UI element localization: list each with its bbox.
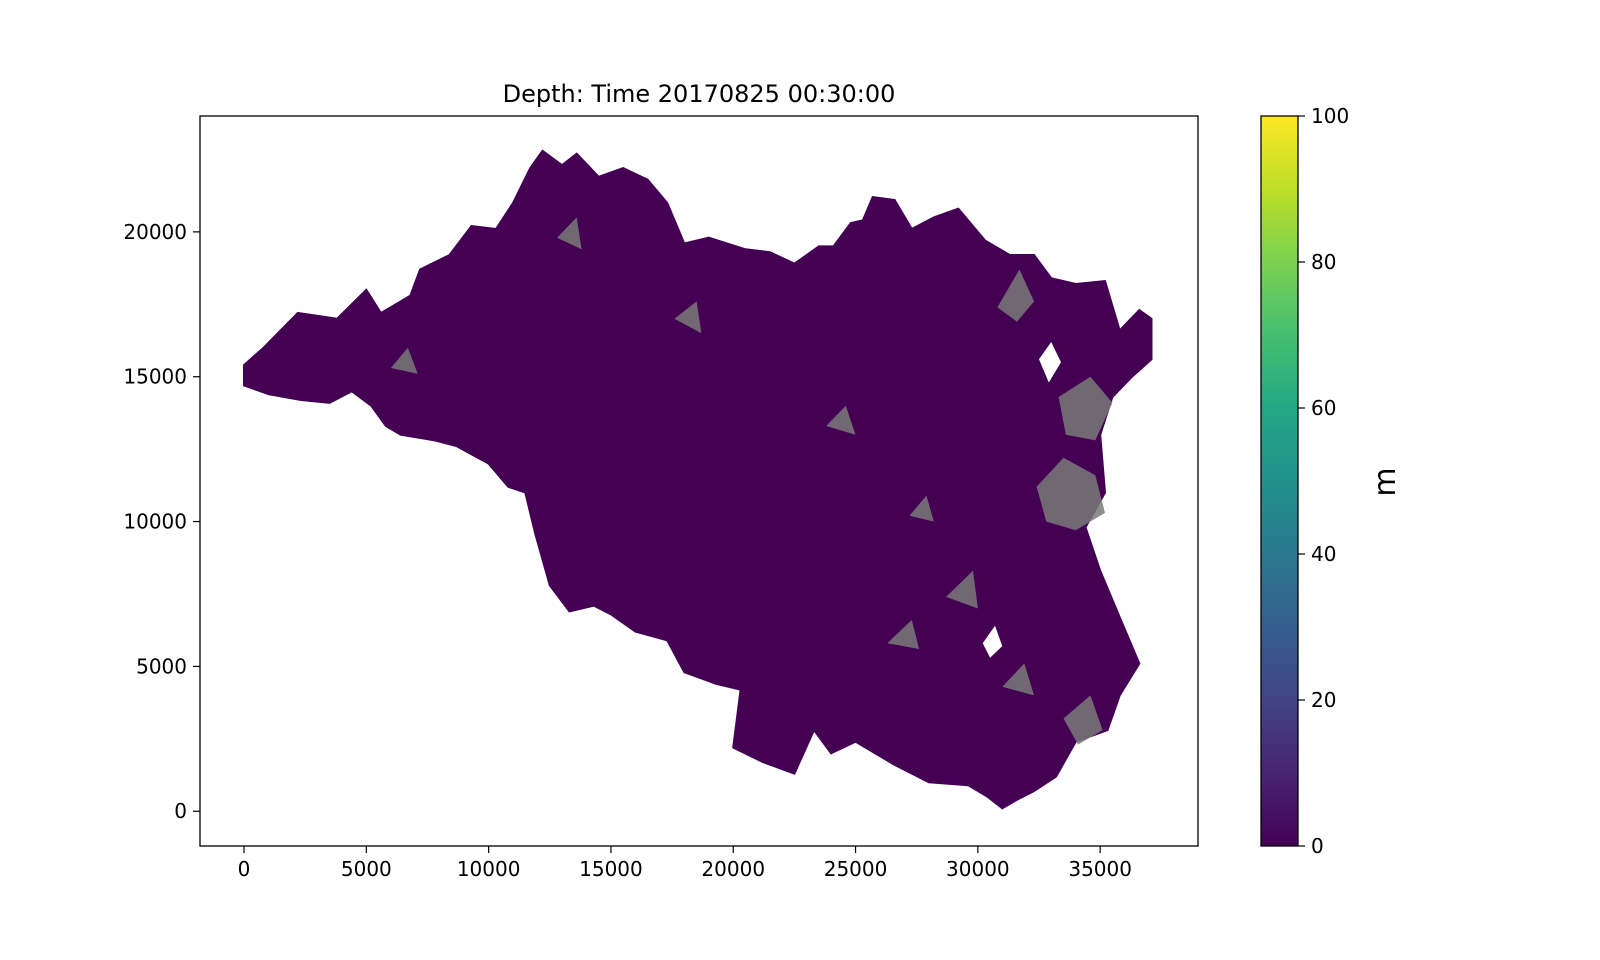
y-tick-label: 0	[174, 799, 187, 823]
dry-cell-patch-8	[557, 217, 582, 250]
depth-field	[243, 149, 1153, 810]
dry-cell-patch-0	[1058, 376, 1113, 441]
x-tick-label: 5000	[341, 857, 392, 881]
colorbar	[1260, 115, 1299, 847]
y-tick-label: 15000	[123, 365, 187, 389]
dry-cell-patch-4	[390, 347, 418, 374]
x-tick-label: 0	[238, 857, 251, 881]
colorbar-tick-label: 40	[1311, 542, 1336, 566]
dry-cell-patch-1	[1036, 457, 1105, 531]
dry-cell-patch-11	[826, 405, 856, 435]
dry-cell-patch-2	[997, 269, 1035, 322]
y-tick-label: 5000	[136, 654, 187, 678]
plot-area	[243, 149, 1153, 810]
y-tick-label: 10000	[123, 510, 187, 534]
x-tick-label: 15000	[579, 857, 643, 881]
colorbar-label: m	[1368, 467, 1403, 496]
chart-title: Depth: Time 20170825 00:30:00	[503, 80, 896, 108]
nodata-hole-1	[982, 625, 1003, 658]
x-tick-label: 20000	[701, 857, 765, 881]
dry-cell-patch-5	[887, 620, 920, 649]
y-axis: 0 5000 10000 15000 20000	[123, 220, 200, 823]
colorbar-tick-label: 20	[1311, 688, 1336, 712]
dry-cell-patch-3	[1063, 695, 1103, 745]
x-tick-label: 10000	[457, 857, 521, 881]
dry-cell-patch-6	[946, 570, 978, 609]
dry-cell-patch-9	[674, 301, 702, 334]
mesh-domain	[243, 149, 1153, 810]
colorbar-tick-label: 100	[1311, 104, 1349, 128]
colorbar-ticks: 0 20 40 60 80 100	[1298, 104, 1349, 858]
dry-cell-patch-10	[1002, 663, 1035, 696]
nodata-hole-0	[1039, 342, 1061, 383]
colorbar-tick-label: 80	[1311, 250, 1336, 274]
axes-frame	[199, 115, 1199, 847]
x-tick-label: 35000	[1068, 857, 1132, 881]
dry-cell-patch-7	[909, 495, 934, 522]
x-axis: 0 5000 10000 15000 20000 25000 30000 35000	[238, 846, 1132, 881]
x-tick-label: 25000	[824, 857, 888, 881]
colorbar-tick-label: 0	[1311, 834, 1324, 858]
x-tick-label: 30000	[946, 857, 1010, 881]
colorbar-tick-label: 60	[1311, 396, 1336, 420]
y-tick-label: 20000	[123, 220, 187, 244]
